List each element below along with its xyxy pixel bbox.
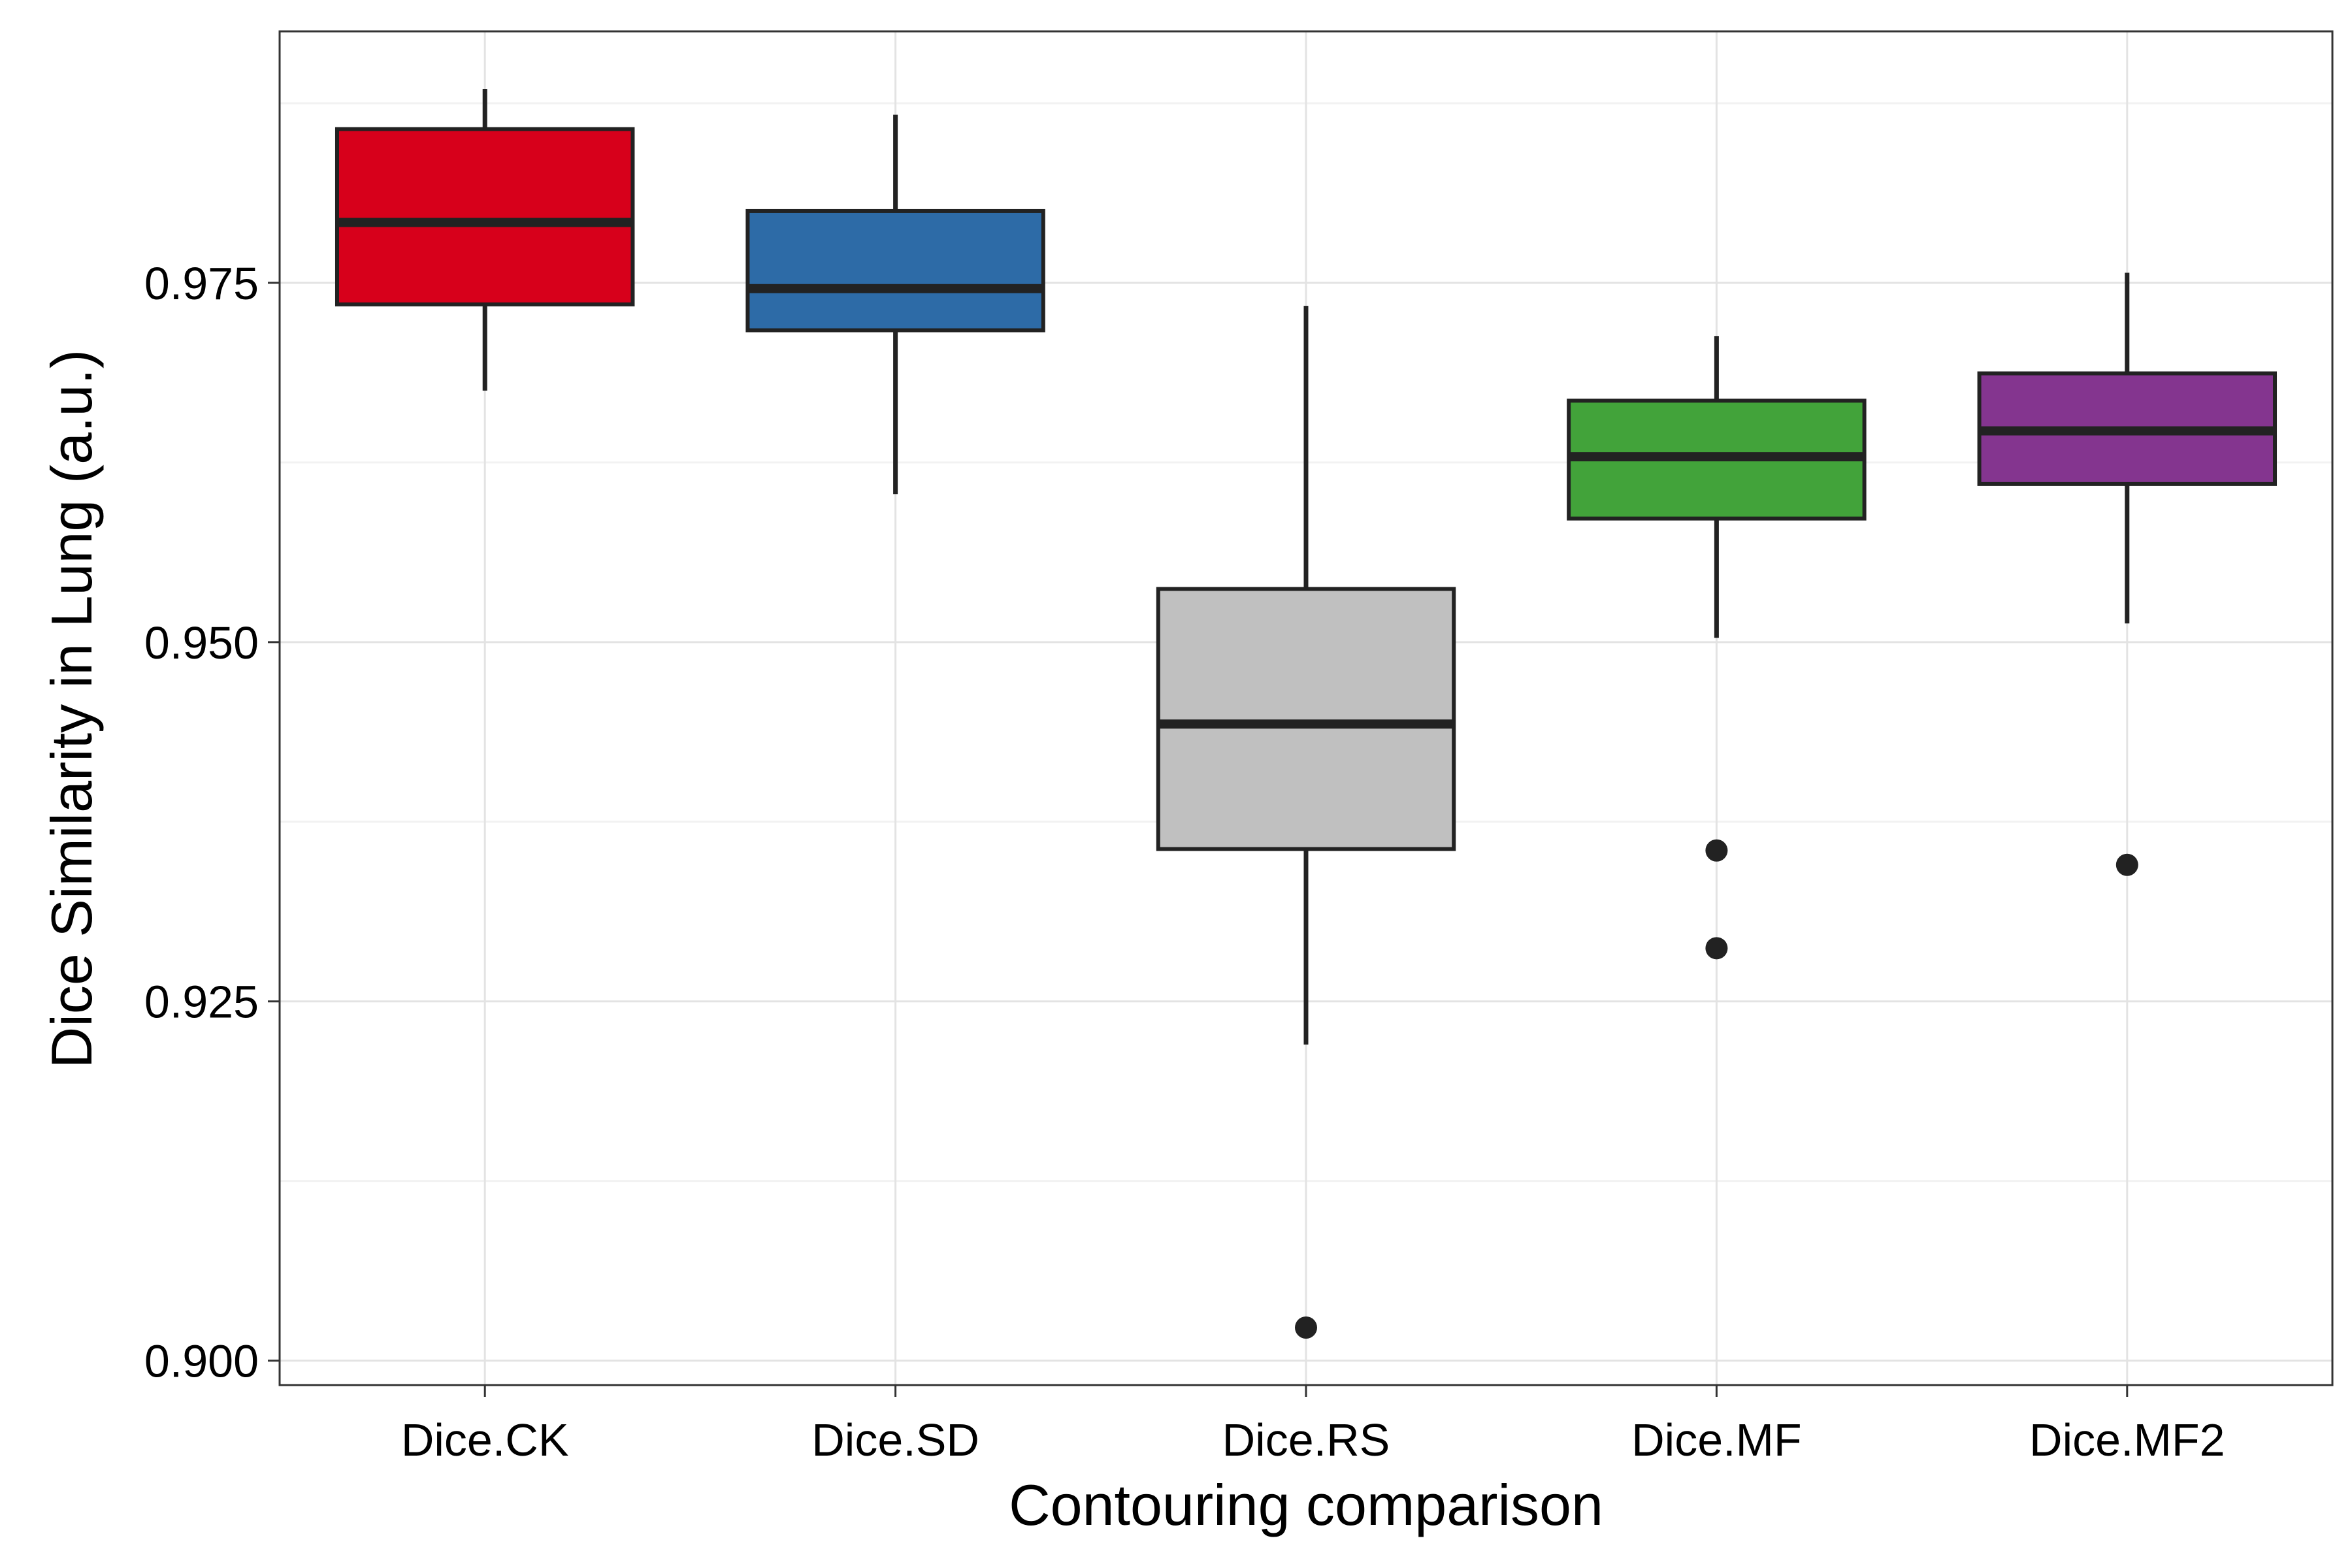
x-axis: Dice.CK Dice.SD Dice.RS Dice.MF Dice.MF2: [401, 1385, 2225, 1465]
box-series: [335, 88, 2278, 1339]
outlier-point: [1705, 937, 1728, 960]
x-tick-label: Dice.CK: [401, 1414, 569, 1465]
y-tick-label: 0.900: [144, 1336, 259, 1387]
y-tick-label: 0.925: [144, 977, 259, 1028]
y-axis: 0.900 0.925 0.950 0.975: [144, 258, 280, 1387]
y-axis-title: Dice Similarity in Lung (a.u.): [39, 350, 104, 1068]
iqr-box: [335, 127, 635, 306]
box-dice-mf: [1567, 336, 1867, 960]
outlier-point: [2115, 853, 2138, 876]
outlier-point: [1705, 839, 1728, 862]
box-dice-mf2: [1977, 272, 2278, 876]
iqr-box: [1156, 587, 1456, 851]
y-tick-label: 0.975: [144, 258, 259, 309]
x-tick-label: Dice.SD: [811, 1414, 979, 1465]
iqr-box: [745, 208, 1045, 333]
y-tick-label: 0.950: [144, 617, 259, 668]
box-dice-ck: [335, 88, 635, 391]
outlier-point: [1295, 1316, 1317, 1339]
x-tick-label: Dice.MF: [1631, 1414, 1802, 1465]
x-axis-title: Contouring comparison: [1009, 1473, 1603, 1537]
x-tick-label: Dice.RS: [1222, 1414, 1390, 1465]
box-dice-sd: [745, 114, 1045, 495]
x-tick-label: Dice.MF2: [2029, 1414, 2225, 1465]
box-dice-rs: [1156, 306, 1456, 1339]
